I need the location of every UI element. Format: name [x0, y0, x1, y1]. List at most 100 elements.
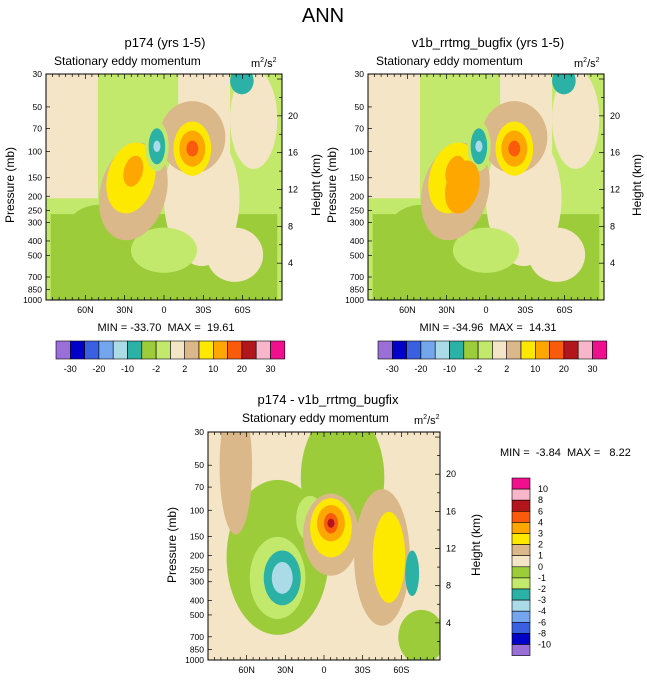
colorbar-swatch [463, 340, 479, 360]
colorbar-swatch [511, 644, 531, 656]
y-axis-label: Pressure (mb) [3, 147, 17, 223]
y-right-tick-label: 8 [446, 581, 451, 591]
y-tick-label: 100 [28, 147, 42, 157]
panel-subtitle: Stationary eddy momentum [376, 54, 523, 68]
units-label: m2/s2 [414, 414, 440, 427]
colorbar-label: 2 [182, 364, 187, 374]
colorbar-label: -20 [92, 364, 105, 374]
x-tick-label: 60N [399, 305, 416, 315]
colorbar-swatch [511, 544, 531, 556]
colorbar-swatch [141, 340, 157, 360]
x-tick-label: 30S [517, 305, 533, 315]
x-tick-label: 60S [235, 305, 251, 315]
y-tick-label: 700 [350, 272, 364, 282]
y-tick-label: 300 [28, 217, 42, 227]
x-tick-label: 30N [116, 305, 133, 315]
panel-title: p174 - v1b_rrtmg_bugfix [258, 392, 399, 407]
colorbar-label: 10 [208, 364, 218, 374]
x-tick-label: 0 [321, 665, 326, 675]
colorbar-swatch [391, 340, 407, 360]
colorbar-swatch [577, 340, 593, 360]
contour-region [327, 518, 335, 528]
contour-region [271, 561, 293, 594]
colorbar-label: 10 [530, 364, 540, 374]
contour-region [552, 74, 600, 169]
colorbar-swatch [170, 340, 185, 360]
colorbar-horizontal-left: -30 -20 -10 -2 2 10 20 30 [55, 340, 286, 374]
colorbar-label: 0 [538, 562, 543, 572]
colorbar-label: -2 [152, 364, 160, 374]
colorbar-label: 2 [504, 364, 509, 374]
colorbar-swatch [155, 340, 171, 360]
y-axis-label: Pressure (mb) [165, 507, 179, 583]
y-right-tick-label: 20 [610, 111, 620, 121]
colorbar-swatch [270, 340, 286, 360]
colorbar-label: 20 [237, 364, 247, 374]
y-tick-label: 400 [350, 236, 364, 246]
contour-region [452, 227, 520, 273]
y-axis-right-label: Height (km) [309, 154, 323, 216]
panel-difference: p174 - v1b_rrtmg_bugfix Stationary eddy … [165, 392, 631, 675]
colorbar-swatch [511, 610, 531, 623]
colorbar-swatch [511, 510, 531, 523]
y-tick-label: 70 [355, 124, 365, 134]
x-tick-label: 60S [557, 305, 573, 315]
contour-region [475, 140, 483, 152]
y-right-tick-label: 8 [288, 221, 293, 231]
colorbar-label: -10 [538, 640, 551, 650]
y-tick-label: 200 [28, 191, 42, 201]
y-tick-label: 500 [350, 250, 364, 260]
contour-region [46, 74, 98, 199]
x-tick-label: 0 [161, 305, 166, 315]
colorbar-swatch [227, 340, 243, 360]
x-tick-label: 30N [438, 305, 455, 315]
y-axis-label: Pressure (mb) [325, 147, 339, 223]
y-tick-label: 500 [190, 610, 204, 620]
units-label: m2/s2 [251, 57, 277, 70]
contour-region [372, 511, 406, 603]
colorbar-label: 20 [559, 364, 569, 374]
y-right-tick-label: 4 [610, 258, 615, 268]
colorbar-label: -20 [414, 364, 427, 374]
contour-field [46, 74, 282, 300]
min-max-stats: MIN = -33.70 MAX = 19.61 [98, 322, 235, 334]
y-tick-label: 850 [350, 285, 364, 295]
contour-region [552, 74, 576, 95]
colorbar-swatch [506, 340, 522, 360]
y-right-tick-label: 4 [288, 258, 293, 268]
contour-region [528, 227, 586, 282]
y-tick-label: 300 [190, 577, 204, 587]
colorbar-swatch [241, 340, 257, 360]
colorbar-label: -10 [443, 364, 456, 374]
y-right-tick-label: 4 [446, 618, 451, 628]
contour-region [206, 227, 264, 282]
colorbar-label: 4 [538, 517, 543, 527]
colorbar-label: -4 [538, 606, 546, 616]
y-tick-label: 150 [28, 173, 42, 183]
x-tick-label: 60N [77, 305, 94, 315]
y-tick-label: 100 [190, 505, 204, 515]
colorbar-label: 6 [538, 506, 543, 516]
contour-region [368, 74, 420, 199]
colorbar-swatch [449, 340, 465, 360]
colorbar-swatch [377, 340, 393, 360]
colorbar-swatch [406, 340, 422, 360]
contour-region [219, 432, 253, 535]
colorbar-label: -6 [538, 617, 546, 627]
panel-v1b-rrtmg-bugfix: v1b_rrtmg_bugfix (yrs 1-5) Stationary ed… [325, 35, 644, 334]
colorbar-swatch [563, 340, 579, 360]
colorbar-swatch [511, 588, 531, 601]
y-tick-label: 30 [33, 69, 43, 79]
min-max-stats: MIN = -3.84 MAX = 8.22 [500, 447, 631, 459]
y-tick-label: 100 [350, 147, 364, 157]
panel-title: v1b_rrtmg_bugfix (yrs 1-5) [412, 35, 564, 50]
contour-region [444, 160, 480, 214]
y-tick-label: 850 [190, 644, 204, 654]
colorbar-swatch [184, 340, 200, 360]
colorbar-label: 10 [538, 484, 548, 494]
colorbar-swatch [420, 340, 436, 360]
contour-region [230, 74, 278, 169]
y-tick-label: 1000 [23, 295, 42, 305]
y-tick-label: 250 [190, 565, 204, 575]
